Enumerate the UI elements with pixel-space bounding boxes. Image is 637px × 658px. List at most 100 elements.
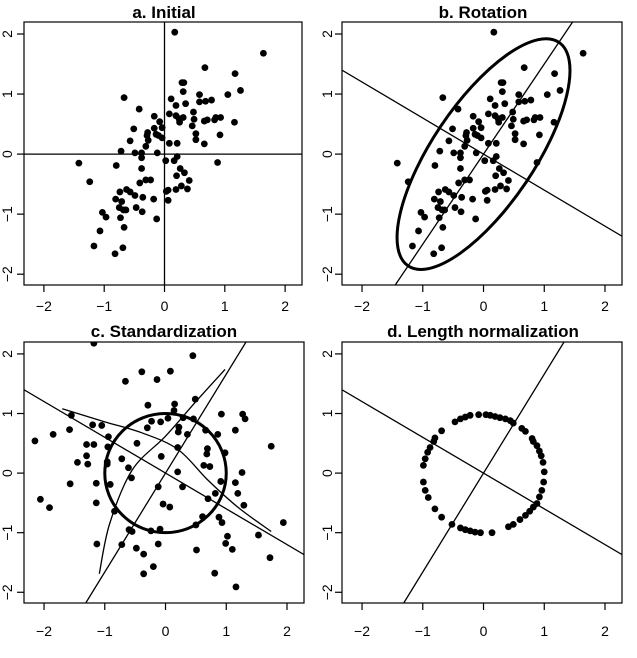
data-point — [112, 195, 120, 203]
data-point — [46, 504, 53, 512]
data-point — [509, 108, 517, 116]
data-point — [154, 540, 162, 548]
data-point — [490, 28, 498, 36]
data-point — [143, 424, 151, 432]
data-point — [231, 426, 239, 434]
data-point — [237, 87, 244, 94]
data-point — [224, 532, 231, 540]
data-point — [189, 352, 197, 360]
data-point — [214, 159, 221, 166]
data-point — [523, 116, 531, 124]
data-point — [164, 414, 172, 422]
data-point — [431, 162, 439, 169]
data-point — [153, 215, 161, 223]
data-point — [208, 96, 215, 104]
data-point — [539, 458, 547, 466]
data-point — [531, 114, 539, 121]
data-point — [495, 118, 503, 126]
data-point — [509, 115, 517, 123]
y-tick-label: 0 — [319, 150, 335, 158]
data-point — [173, 153, 181, 160]
data-point — [90, 342, 98, 347]
data-point — [445, 188, 453, 196]
data-point — [204, 445, 211, 453]
data-point — [90, 441, 98, 448]
plot-area — [24, 22, 302, 285]
data-point — [457, 154, 464, 162]
data-point — [404, 178, 412, 186]
data-point — [477, 529, 484, 537]
x-tick-label: 2 — [601, 623, 609, 639]
data-point — [125, 464, 132, 472]
data-point — [461, 176, 469, 184]
data-point — [193, 546, 200, 554]
data-point — [455, 179, 463, 187]
data-point — [533, 442, 541, 450]
data-point — [191, 395, 199, 403]
data-point — [393, 159, 401, 167]
data-point — [130, 125, 138, 133]
y-tick-label: −2 — [319, 584, 335, 600]
data-point — [144, 401, 152, 409]
data-point — [527, 96, 535, 104]
data-point — [217, 478, 225, 485]
data-point — [231, 118, 238, 126]
data-point — [150, 112, 158, 120]
panel-title: d. Length normalization — [387, 322, 579, 341]
data-point — [409, 242, 416, 250]
x-tick-label: 0 — [480, 298, 488, 314]
data-point — [120, 223, 128, 231]
data-point — [438, 427, 446, 435]
data-point — [126, 188, 134, 196]
data-point — [74, 458, 81, 466]
data-point — [499, 79, 507, 87]
data-point — [217, 410, 225, 418]
data-point — [174, 468, 182, 476]
data-point — [551, 70, 558, 78]
data-point — [214, 430, 222, 438]
data-point — [543, 91, 551, 99]
panel-d: d. Length normalization −2 −1 0 1 2 −2 −1 0 1 2 — [319, 322, 623, 639]
data-point — [267, 442, 275, 450]
data-point — [211, 489, 219, 497]
data-point — [153, 376, 161, 383]
data-point — [535, 131, 543, 139]
reference-line — [342, 69, 622, 237]
data-point — [36, 495, 44, 503]
data-point — [535, 493, 543, 501]
data-point — [185, 177, 193, 184]
data-point — [172, 102, 180, 109]
data-point — [203, 116, 211, 124]
data-point — [481, 187, 489, 195]
data-point — [469, 112, 477, 120]
data-point — [122, 377, 129, 385]
data-point — [457, 149, 464, 157]
data-point — [159, 500, 167, 508]
data-point — [426, 444, 434, 451]
data-point — [154, 483, 162, 491]
panel-a: a. Initial −2 −1 0 1 2 −2 −1 0 1 2 — [0, 3, 303, 314]
data-point — [136, 179, 144, 187]
data-point — [128, 474, 135, 482]
data-point — [457, 524, 464, 532]
data-point — [472, 149, 480, 157]
data-point — [93, 540, 101, 548]
data-point — [579, 49, 587, 57]
data-point — [533, 159, 541, 166]
data-point — [179, 114, 187, 121]
data-point — [419, 478, 427, 486]
data-point — [118, 198, 126, 205]
data-point — [157, 418, 165, 426]
data-point — [119, 244, 127, 252]
data-point — [481, 157, 489, 165]
data-point — [188, 122, 196, 130]
data-point — [190, 108, 197, 116]
data-point — [241, 415, 249, 423]
data-point — [92, 479, 100, 487]
data-point — [172, 186, 180, 193]
data-point — [454, 105, 462, 113]
data-point — [421, 455, 429, 463]
x-tick-label: 2 — [283, 623, 291, 639]
data-point — [238, 469, 246, 476]
y-tick-label: 2 — [0, 30, 15, 38]
